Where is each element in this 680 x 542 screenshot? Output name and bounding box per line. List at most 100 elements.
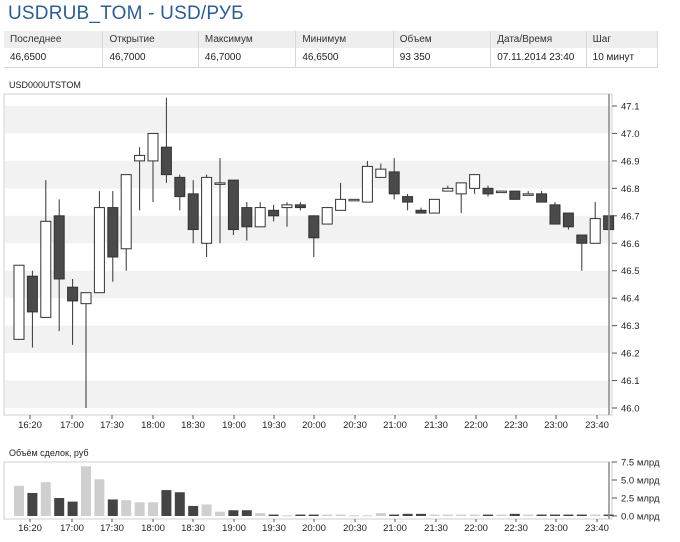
volume-bar <box>201 504 212 516</box>
value-min: 46,6500 <box>295 48 394 68</box>
candle <box>120 174 132 250</box>
volume-bar <box>268 514 279 516</box>
volume-bar <box>215 511 225 516</box>
x-tick-label: 17:00 <box>60 420 84 431</box>
volume-bar <box>148 502 158 516</box>
column-header-last: Последнее <box>4 31 104 48</box>
volume-bar <box>174 492 185 516</box>
volume-bar <box>590 514 601 516</box>
y-tick-label: 46.9 <box>621 156 640 167</box>
instrument-label: USD000UTSTOM <box>9 80 81 90</box>
candle <box>187 193 199 231</box>
candle <box>495 190 507 194</box>
volume-bar <box>536 514 547 516</box>
candle <box>53 215 65 280</box>
volume-bar <box>509 513 520 516</box>
x-tick-label: 19:00 <box>222 420 246 431</box>
quote-value-row: 46,6500 46,7000 46,7000 46,6500 93 350 0… <box>4 48 659 68</box>
candle <box>13 264 25 340</box>
column-header-datetime: Дата/Время <box>490 31 587 48</box>
volume-bar <box>121 500 132 516</box>
candle <box>93 207 105 294</box>
value-volume: 93 350 <box>393 48 492 68</box>
y-tick-label: 46.4 <box>621 294 640 305</box>
volume-bar <box>188 505 199 516</box>
candle <box>26 275 38 313</box>
volume-bar <box>416 513 426 516</box>
candle <box>241 207 253 228</box>
volume-y-tick-label: 7.5 млрд <box>621 458 660 469</box>
volume-bar <box>335 514 346 516</box>
volume-bar <box>241 510 252 516</box>
volume-bar <box>308 514 319 516</box>
x-tick-label: 22:30 <box>504 420 528 431</box>
candle <box>522 193 534 196</box>
volume-x-tick-label: 17:30 <box>100 523 124 534</box>
page-title: USDRUB_TOM - USD/РУБ <box>8 3 244 24</box>
volume-bar <box>389 514 400 516</box>
volume-bar <box>134 502 145 516</box>
candle <box>80 292 92 305</box>
candle <box>375 168 387 178</box>
candle <box>402 196 414 203</box>
volume-bar <box>523 514 534 516</box>
volume-bar <box>563 514 574 516</box>
volume-bar <box>54 498 65 516</box>
volume-bar <box>496 514 507 516</box>
x-tick-label: 20:30 <box>343 420 367 431</box>
volume-x-tick-label: 21:00 <box>383 523 407 534</box>
candle <box>281 204 293 209</box>
candle <box>576 234 588 244</box>
y-tick-label: 47.1 <box>621 102 640 113</box>
volume-bar <box>550 514 560 516</box>
value-max: 46,7000 <box>198 48 297 68</box>
grid-band <box>5 270 611 299</box>
candle <box>308 215 320 239</box>
candle <box>415 209 427 214</box>
grid-band <box>5 106 611 134</box>
volume-bar <box>40 482 51 516</box>
candle <box>214 182 226 185</box>
y-tick-label: 46.1 <box>621 376 640 387</box>
value-step: 10 минут <box>586 48 659 68</box>
volume-bar <box>282 515 292 517</box>
candle <box>268 209 280 217</box>
candle <box>388 171 400 195</box>
volume-bar <box>469 514 480 516</box>
candle <box>335 198 347 211</box>
candle <box>469 174 481 189</box>
candle <box>428 198 440 214</box>
candle <box>455 182 467 195</box>
y-tick-label: 46.7 <box>621 211 640 222</box>
candle <box>40 220 52 318</box>
volume-bar <box>442 514 453 516</box>
x-tick-label: 18:00 <box>141 420 165 431</box>
candle <box>174 176 186 198</box>
candle <box>160 146 172 176</box>
x-tick-label: 21:30 <box>424 420 448 431</box>
grid-band <box>5 160 611 189</box>
volume-bar <box>161 490 172 516</box>
volume-bar <box>429 514 440 516</box>
volume-bar <box>375 513 386 516</box>
column-header-open: Открытие <box>102 31 199 48</box>
volume-bar <box>14 485 24 516</box>
volume-y-tick-label: 0.0 млрд <box>621 512 660 523</box>
volume-bar <box>228 510 239 516</box>
price-plot-frame <box>3 93 613 416</box>
grid-band <box>5 380 611 408</box>
volume-bar <box>483 514 493 516</box>
candle <box>589 218 601 244</box>
volume-bar <box>107 499 118 516</box>
x-tick-label: 23:00 <box>544 420 568 431</box>
volume-x-tick-label: 20:00 <box>302 523 326 534</box>
y-tick-label: 46.5 <box>621 266 640 277</box>
y-tick-label: 46.3 <box>621 321 640 332</box>
volume-x-tick-label: 22:30 <box>504 523 528 534</box>
candle <box>562 212 574 228</box>
value-open: 46,7000 <box>102 48 199 68</box>
volume-bar <box>456 514 467 516</box>
x-tick-label: 22:00 <box>464 420 488 431</box>
y-tick-label: 46.0 <box>621 404 640 415</box>
volume-x-tick-label: 18:00 <box>141 523 165 534</box>
